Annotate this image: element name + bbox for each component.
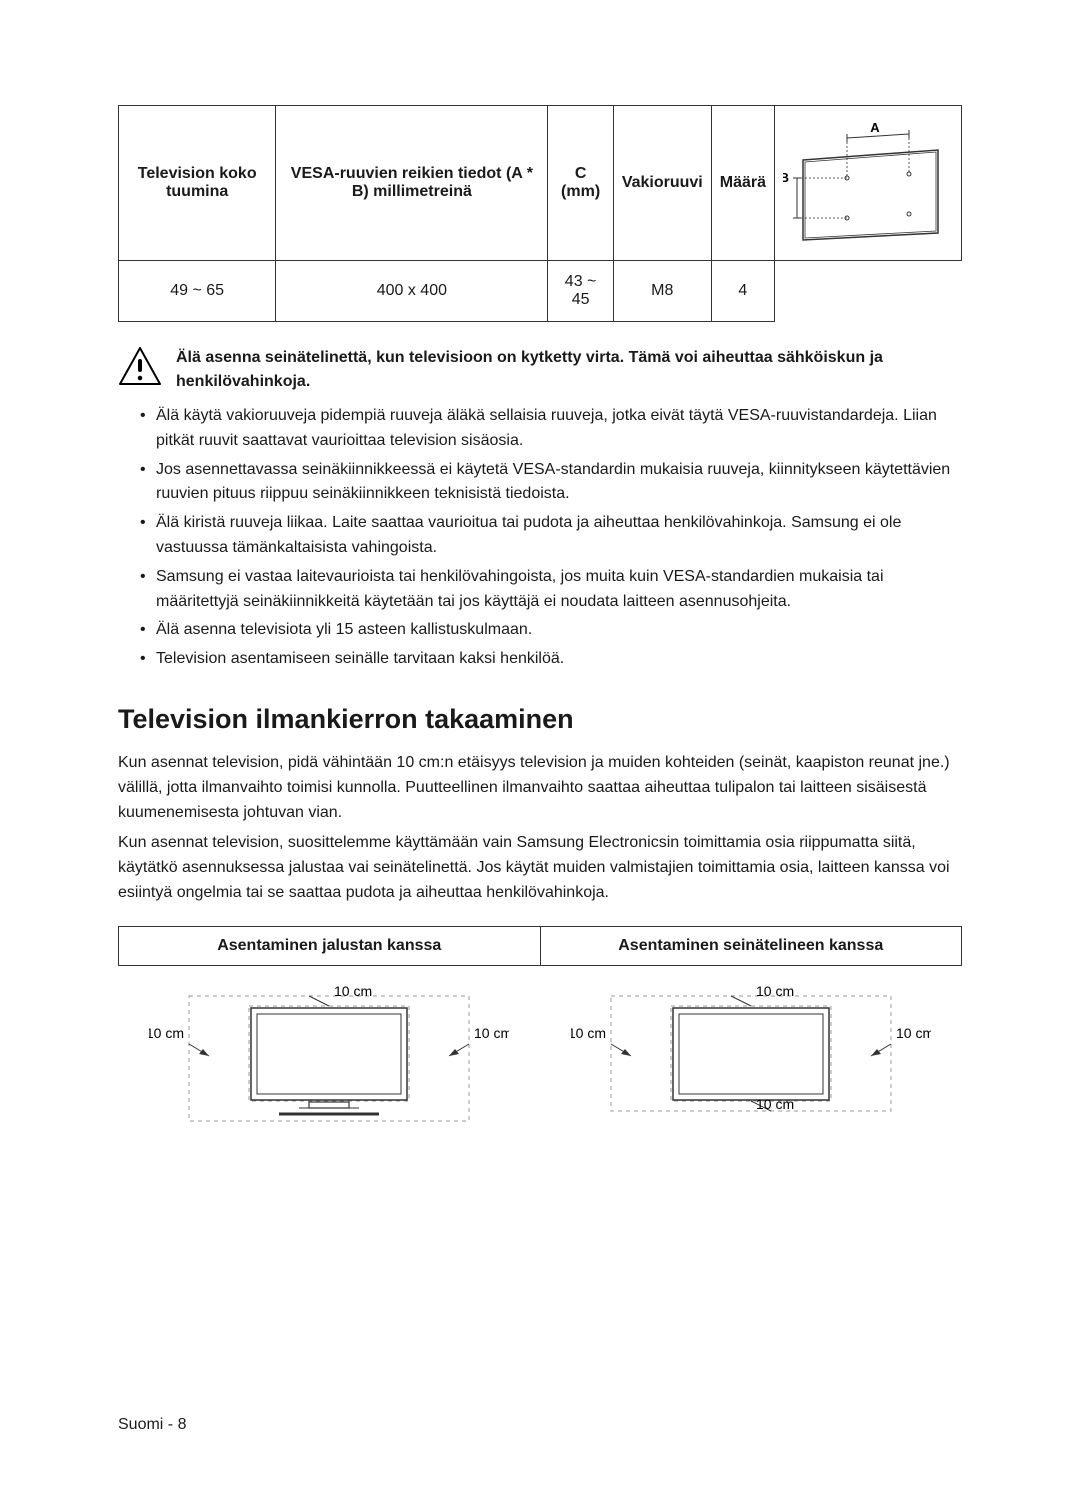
- td-qty: 4: [711, 261, 774, 322]
- th-c: C (mm): [548, 106, 613, 261]
- warning-text: Älä asenna seinätelinettä, kun televisio…: [176, 346, 962, 394]
- bullet-item: Älä käytä vakioruuveja pidempiä ruuveja …: [140, 404, 962, 454]
- wall-install-diagram-icon: 10 cm 10 cm 10 cm 10 cm: [571, 976, 931, 1126]
- bullet-item: Jos asennettavassa seinäkiinnikkeessä ei…: [140, 458, 962, 508]
- diagram-label-a: A: [870, 120, 880, 135]
- distance-label: 10 cm: [756, 1096, 794, 1112]
- install-wall-cell: 10 cm 10 cm 10 cm 10 cm: [540, 965, 962, 1136]
- th-screw: Vakioruuvi: [613, 106, 711, 261]
- th-tv-size: Television koko tuumina: [119, 106, 276, 261]
- td-tv-size: 49 ~ 65: [119, 261, 276, 322]
- section-paragraph-1: Kun asennat television, pidä vähintään 1…: [118, 751, 962, 825]
- section-title: Television ilmankierron takaaminen: [118, 704, 962, 735]
- bullet-item: Älä kiristä ruuveja liikaa. Laite saatta…: [140, 511, 962, 561]
- install-table: Asentaminen jalustan kanssa Asentaminen …: [118, 926, 962, 1136]
- td-c: 43 ~ 45: [548, 261, 613, 322]
- distance-label: 10 cm: [334, 983, 372, 999]
- warning-block: Älä asenna seinätelinettä, kun televisio…: [118, 346, 962, 394]
- warning-triangle-icon: [118, 346, 162, 386]
- td-screw: M8: [613, 261, 711, 322]
- section-paragraph-2: Kun asennat television, suosittelemme kä…: [118, 831, 962, 905]
- stand-install-diagram-icon: 10 cm 10 cm 10 cm: [149, 976, 509, 1126]
- warning-bullet-list: Älä käytä vakioruuveja pidempiä ruuveja …: [118, 404, 962, 672]
- bullet-item: Älä asenna televisiota yli 15 asteen kal…: [140, 618, 962, 643]
- th-qty: Määrä: [711, 106, 774, 261]
- install-th-stand: Asentaminen jalustan kanssa: [119, 926, 541, 965]
- install-stand-cell: 10 cm 10 cm 10 cm: [119, 965, 541, 1136]
- vesa-diagram-cell: A B: [774, 106, 961, 261]
- td-vesa: 400 x 400: [276, 261, 548, 322]
- diagram-label-b: B: [783, 170, 789, 185]
- th-vesa: VESA-ruuvien reikien tiedot (A * B) mill…: [276, 106, 548, 261]
- vesa-diagram-icon: A B: [783, 118, 953, 248]
- distance-label: 10 cm: [896, 1025, 931, 1041]
- spec-table: Television koko tuumina VESA-ruuvien rei…: [118, 105, 962, 322]
- page-footer: Suomi - 8: [118, 1416, 186, 1434]
- distance-label: 10 cm: [756, 983, 794, 999]
- distance-label: 10 cm: [149, 1025, 184, 1041]
- install-th-wall: Asentaminen seinätelineen kanssa: [540, 926, 962, 965]
- distance-label: 10 cm: [571, 1025, 606, 1041]
- distance-label: 10 cm: [474, 1025, 509, 1041]
- bullet-item: Samsung ei vastaa laitevaurioista tai he…: [140, 565, 962, 615]
- bullet-item: Television asentamiseen seinälle tarvita…: [140, 647, 962, 672]
